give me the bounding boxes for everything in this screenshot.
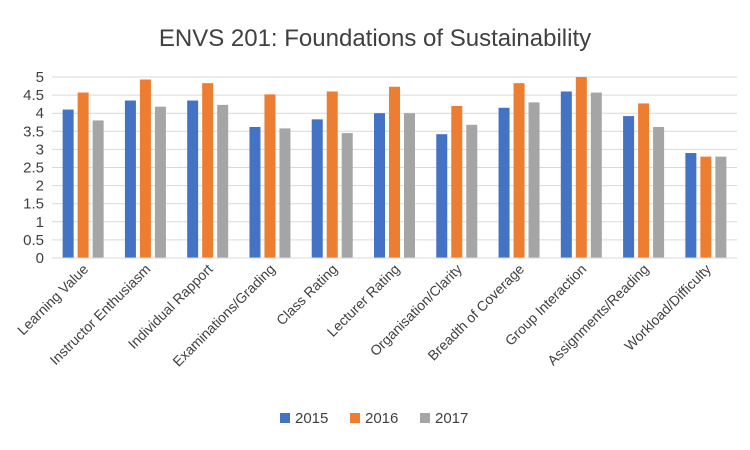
- legend-label: 2015: [295, 410, 328, 427]
- bar-2017: [590, 92, 602, 258]
- y-tick-label: 1.5: [23, 196, 44, 213]
- y-tick-label: 3.5: [23, 123, 44, 140]
- bar-2017: [404, 113, 415, 258]
- bar-2017: [217, 104, 229, 259]
- y-tick-label: 0: [36, 250, 44, 267]
- bar-2015: [187, 100, 199, 258]
- x-category-label: Class Rating: [273, 261, 340, 328]
- bar-2015: [685, 153, 697, 258]
- bar-2015: [124, 100, 136, 258]
- bar-2016: [389, 86, 400, 258]
- y-tick-label: 2.5: [23, 160, 44, 177]
- chart-title: ENVS 201: Foundations of Sustainability: [159, 25, 591, 52]
- y-tick-label: 5: [36, 69, 44, 86]
- y-tick-label: 0.5: [23, 232, 44, 249]
- legend-swatch-2017: [420, 413, 430, 423]
- y-axis-ticks: 00.511.522.5 33.544.55: [23, 69, 44, 267]
- bar-2016: [513, 83, 525, 259]
- bar-2016: [700, 156, 712, 258]
- bar-2015: [62, 109, 74, 258]
- bar-2017: [466, 124, 478, 258]
- x-category-label: Assignments/Reading: [544, 261, 652, 369]
- legend-label: 2016: [365, 410, 398, 427]
- bars: [62, 77, 727, 259]
- bar-2016: [77, 92, 89, 258]
- bar-2017: [715, 156, 727, 258]
- bar-2016: [139, 79, 151, 258]
- bar-2015: [498, 107, 510, 259]
- bar-2016: [451, 105, 463, 259]
- bar-2017: [154, 106, 166, 259]
- y-tick-label: 3: [36, 141, 44, 158]
- y-tick-label: 1: [36, 214, 44, 231]
- bar-2015: [436, 134, 448, 258]
- legend-swatch-2016: [350, 413, 360, 423]
- y-tick-label: 4: [36, 105, 44, 122]
- bar-2016: [202, 83, 214, 259]
- bar-2015: [374, 113, 385, 258]
- bar-2015: [249, 126, 261, 259]
- x-category-label: Examinations/Grading: [169, 261, 278, 370]
- y-tick-label: 2: [36, 178, 44, 195]
- bar-2017: [279, 128, 291, 258]
- bar-2015: [560, 91, 572, 258]
- bar-2016: [638, 103, 650, 259]
- bar-2017: [92, 120, 104, 258]
- y-tick-label: 4.5: [23, 87, 44, 104]
- legend: 2015 2016 2017: [280, 410, 468, 427]
- bar-2017: [653, 126, 665, 259]
- bar-2017: [341, 133, 353, 258]
- bar-2016: [575, 77, 587, 258]
- bar-2016: [264, 94, 276, 258]
- bar-2015: [311, 119, 323, 258]
- bar-2017: [528, 102, 540, 258]
- bar-2016: [326, 91, 338, 258]
- bar-2015: [623, 116, 635, 258]
- legend-label: 2017: [435, 410, 468, 427]
- legend-swatch-2015: [280, 413, 290, 423]
